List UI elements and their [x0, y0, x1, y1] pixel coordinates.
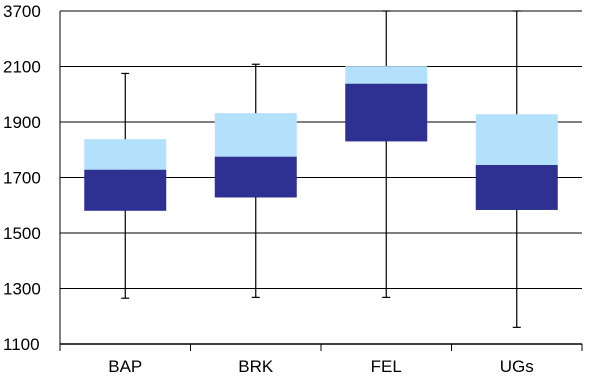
y-tick-label: 2100 [3, 58, 41, 77]
x-category-label: UGs [500, 357, 534, 376]
box-bap [84, 72, 167, 299]
box-upper-quartile [214, 113, 297, 157]
box-upper-quartile [84, 139, 167, 170]
axes [59, 11, 583, 351]
box-lower-quartile [345, 83, 428, 142]
y-tick-labels: 1100 1300 1500 1700 1900 2100 3700 [3, 2, 41, 354]
box-lower-quartile [475, 165, 558, 210]
box-lower-quartile [214, 156, 297, 198]
boxes [84, 10, 558, 328]
y-tick-label: 1900 [3, 113, 41, 132]
box-brk [214, 63, 297, 298]
box-fel [345, 10, 428, 298]
x-category-label: FEL [371, 357, 402, 376]
x-category-label: BRK [238, 357, 274, 376]
box-upper-quartile [475, 114, 558, 166]
y-tick-label: 1300 [3, 280, 41, 299]
y-tick-label: 1500 [3, 224, 41, 243]
x-category-label: BAP [108, 357, 142, 376]
y-tick-label: 1700 [3, 169, 41, 188]
x-category-labels: BAP BRK FEL UGs [108, 357, 534, 376]
box-upper-quartile [345, 66, 428, 84]
y-tick-label: 1100 [3, 335, 40, 354]
y-tick-label: 3700 [3, 2, 41, 21]
box-ugs [475, 10, 558, 328]
box-lower-quartile [84, 169, 167, 211]
